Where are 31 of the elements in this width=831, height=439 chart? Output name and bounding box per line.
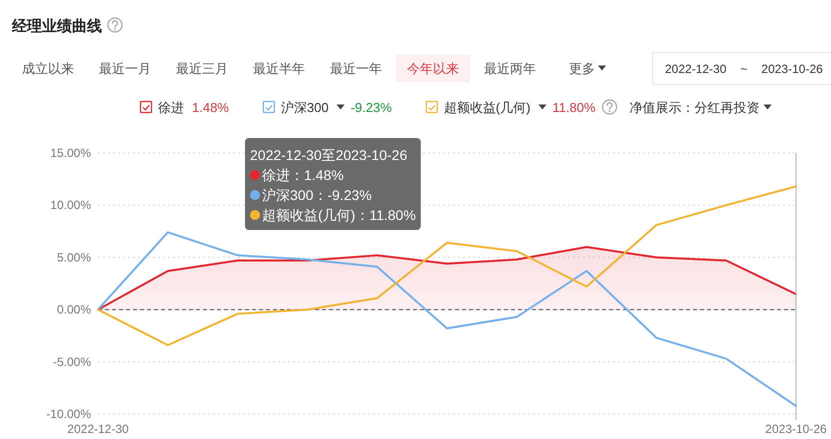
text: 最近两年 <box>484 61 536 76</box>
annotation: 超额收益(几何)：11.80% <box>262 207 416 223</box>
legend-label: 徐进 <box>158 100 184 115</box>
chart-title: 经理业绩曲线 <box>11 18 102 35</box>
y-tick-label: 15.00% <box>50 146 92 160</box>
text: 2022-12-30 <box>665 62 727 76</box>
text: 11.80% <box>552 100 596 115</box>
text: 最近一月 <box>99 61 151 76</box>
line-series <box>97 185 797 346</box>
text: 今年以来 <box>407 61 459 76</box>
y-tick-label: 5.00% <box>56 250 92 264</box>
text: 更多 <box>569 61 595 76</box>
text: 成立以来 <box>22 61 74 76</box>
annotation: 沪深300：-9.23% <box>262 187 372 203</box>
text: 最近一年 <box>330 61 382 76</box>
annotation: 徐进：1.48% <box>262 167 344 183</box>
y-tick-label: -5.00% <box>52 354 92 369</box>
line-series <box>97 231 797 407</box>
legend-label: 超额收益(几何) <box>444 100 530 115</box>
y-tick-label: 0.00% <box>56 302 92 317</box>
annotation: 2022-12-30至2023-10-26 <box>250 147 408 163</box>
text: -9.23% <box>350 100 392 115</box>
text: 1.48% <box>192 100 230 115</box>
text: ~ <box>740 62 748 76</box>
y-tick-label: 10.00% <box>50 198 92 212</box>
y-tick-label: -10.00% <box>46 407 92 421</box>
text: 最近三月 <box>176 61 228 76</box>
text: 2023-10-26 <box>761 62 824 76</box>
text: 净值展示：分红再投资 <box>630 100 760 115</box>
legend-label: 沪深300 <box>280 100 329 115</box>
text: 最近半年 <box>253 61 305 76</box>
